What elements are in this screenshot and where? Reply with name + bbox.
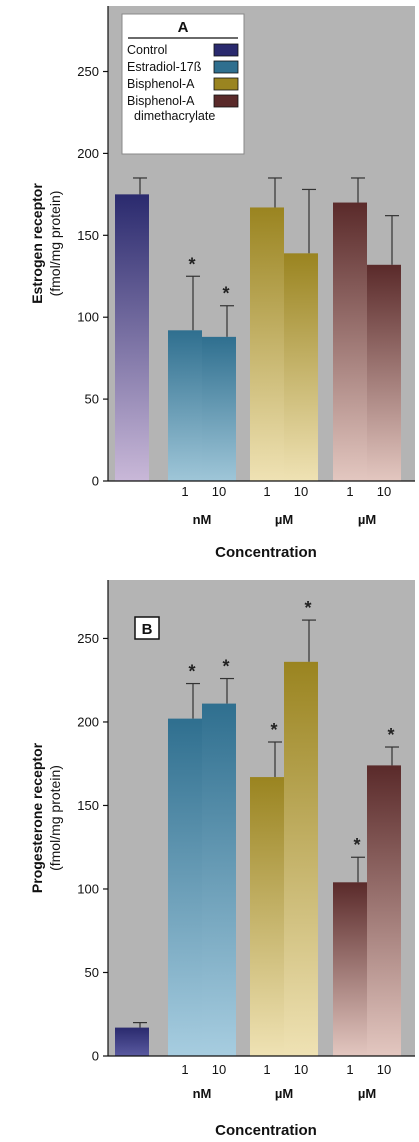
x-tick-label: 1: [263, 1062, 270, 1077]
bar-bisphenol-a-dimethacrylate-1: [333, 882, 367, 1056]
y-tick-label: 0: [92, 474, 99, 489]
significance-marker: *: [304, 598, 311, 618]
bar-bisphenol-a-dimethacrylate-1: [333, 202, 367, 481]
y-axis-label: Estrogen receptor: [29, 183, 45, 304]
group-unit-label: µM: [358, 1086, 376, 1101]
group-unit-label: µM: [275, 1086, 293, 1101]
y-tick-label: 100: [77, 881, 99, 896]
y-tick-label: 150: [77, 228, 99, 243]
x-tick-label: 1: [181, 1062, 188, 1077]
y-axis-units: (fmol/mg protein): [47, 765, 63, 871]
y-tick-label: 0: [92, 1049, 99, 1064]
y-tick-label: 50: [85, 965, 99, 980]
significance-marker: *: [387, 725, 394, 745]
x-tick-label: 1: [181, 484, 188, 499]
y-tick-label: 250: [77, 631, 99, 646]
y-axis-title: Estrogen receptor (fmol/mg protein): [29, 183, 63, 304]
x-tick-label: 1: [263, 484, 270, 499]
x-tick-label: 10: [212, 1062, 226, 1077]
y-tick-label: 50: [85, 392, 99, 407]
bar-bisphenol-a-1: [250, 207, 284, 481]
x-axis-label: Concentration: [215, 1122, 317, 1139]
panel-label: A: [178, 19, 189, 36]
significance-marker: *: [353, 835, 360, 855]
bar-estradiol-17--10: [202, 703, 236, 1056]
legend: A Control Estradiol-17ß Bisphenol-A Bispheno…: [121, 13, 245, 155]
y-tick-label: 200: [77, 714, 99, 729]
panel-b: 0 50 100 150 200 250 Progesterone receptor (fmo…: [29, 580, 415, 1139]
bar-estradiol-17--10: [202, 336, 236, 481]
x-axis-label: Concentration: [215, 544, 317, 561]
bar-bisphenol-a-10: [284, 253, 318, 481]
significance-marker: *: [188, 254, 195, 274]
bar-bisphenol-a-10: [284, 661, 318, 1056]
x-tick-label: 1: [346, 484, 353, 499]
x-tick-label: 10: [294, 484, 308, 499]
x-tick-label: 10: [377, 484, 391, 499]
group-unit-label: nM: [193, 512, 212, 527]
y-axis-title: Progesterone receptor (fmol/mg protein): [29, 742, 63, 893]
legend-swatch: [213, 43, 239, 57]
panel-label-box: [134, 616, 160, 640]
y-axis-units: (fmol/mg protein): [47, 191, 63, 297]
bar-control: [115, 1027, 149, 1056]
panel-a: 0 50 100 150 200 250 Estrogen receptor (fmol/mg…: [29, 6, 415, 561]
x-tick-label: 10: [377, 1062, 391, 1077]
significance-marker: *: [222, 657, 229, 677]
bar-bisphenol-a-dimethacrylate-10: [367, 264, 401, 481]
legend-swatch: [213, 60, 239, 74]
significance-marker: *: [270, 720, 277, 740]
bar-bisphenol-a-dimethacrylate-10: [367, 765, 401, 1056]
x-tick-label: 10: [294, 1062, 308, 1077]
group-unit-label: µM: [275, 512, 293, 527]
legend-entry-label: Bisphenol-A: [127, 94, 195, 108]
bar-estradiol-17--1: [168, 330, 202, 481]
significance-marker: *: [188, 662, 195, 682]
legend-swatch: [213, 94, 239, 108]
group-unit-label: nM: [193, 1086, 212, 1101]
bar-bisphenol-a-1: [250, 777, 284, 1056]
legend-entry-label: Bisphenol-A: [127, 77, 195, 91]
y-tick-label: 200: [77, 146, 99, 161]
y-axis-label: Progesterone receptor: [29, 742, 45, 893]
panel-label: B: [142, 621, 153, 638]
y-tick-label: 100: [77, 310, 99, 325]
legend-swatch: [213, 77, 239, 91]
group-unit-label: µM: [358, 512, 376, 527]
legend-entry-label: Control: [127, 43, 167, 57]
x-tick-label: 1: [346, 1062, 353, 1077]
legend-entry-label: Estradiol-17ß: [127, 60, 202, 74]
bar-estradiol-17--1: [168, 718, 202, 1056]
legend-entry-label-extra: dimethacrylate: [134, 109, 215, 123]
x-tick-label: 10: [212, 484, 226, 499]
y-tick-label: 250: [77, 64, 99, 79]
y-tick-label: 150: [77, 798, 99, 813]
bar-control: [115, 194, 149, 482]
significance-marker: *: [222, 284, 229, 304]
